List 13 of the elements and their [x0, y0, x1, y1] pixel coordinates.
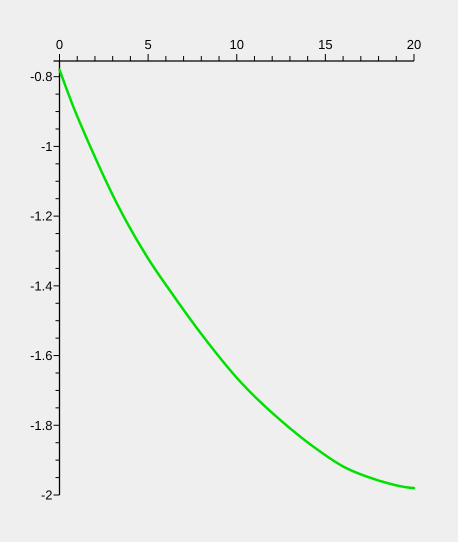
x-tick-label: 0	[56, 37, 64, 52]
y-tick-label: -0.8	[30, 69, 52, 84]
x-tick-label: 5	[144, 37, 152, 52]
y-tick-label: -1.6	[30, 348, 52, 364]
line-series	[58, 68, 416, 490]
y-tick-label: -2	[40, 488, 52, 503]
y-tick-label: -1.8	[30, 418, 52, 433]
y-tick-label: -1.2	[30, 208, 52, 224]
y-tick-label: -1	[40, 138, 52, 154]
y-tick-label: -1.4	[30, 278, 52, 294]
x-tick-label: 20	[406, 37, 422, 52]
x-tick-label: 15	[318, 37, 333, 52]
x-tick-label: 10	[230, 37, 244, 52]
